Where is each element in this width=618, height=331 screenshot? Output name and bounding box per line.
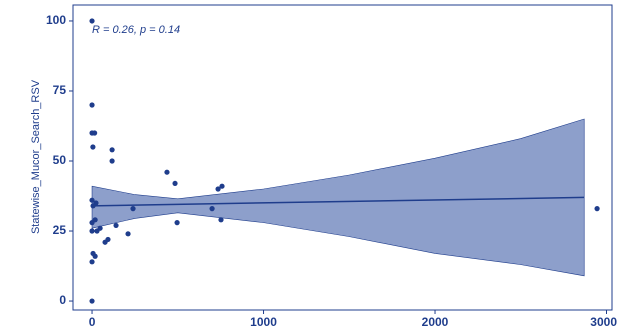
- point: [109, 158, 115, 164]
- y-tick-label: 0: [59, 293, 66, 307]
- y-tick-label: 50: [53, 153, 67, 167]
- point: [89, 102, 95, 108]
- point: [90, 144, 96, 150]
- point: [215, 186, 221, 192]
- point: [89, 220, 95, 226]
- y-tick-label: 75: [53, 83, 67, 97]
- point: [90, 203, 96, 209]
- point: [218, 217, 224, 223]
- point: [164, 169, 170, 175]
- point: [594, 206, 600, 212]
- x-tick-label: 1000: [250, 315, 277, 329]
- point: [109, 147, 115, 153]
- y-tick-label: 100: [46, 13, 66, 27]
- point: [130, 206, 136, 212]
- point: [219, 183, 225, 189]
- point: [113, 222, 119, 229]
- point: [89, 228, 95, 234]
- point: [125, 231, 131, 237]
- y-axis-label: Statewise_Mucor_Search_RSV: [30, 79, 42, 234]
- x-tick-label: 0: [89, 315, 96, 329]
- point: [89, 259, 95, 265]
- point: [97, 225, 103, 231]
- point: [92, 130, 98, 136]
- point: [89, 18, 95, 24]
- point: [102, 239, 108, 245]
- y-tick-label: 25: [53, 223, 67, 237]
- point: [209, 206, 215, 212]
- fit-line: [92, 196, 585, 207]
- point: [89, 298, 95, 304]
- point: [89, 197, 95, 203]
- x-tick-label: 2000: [422, 315, 449, 329]
- confidence-band: [91, 118, 585, 277]
- point: [92, 253, 98, 259]
- point: [172, 180, 178, 187]
- point: [174, 220, 180, 226]
- x-tick-label: 3000: [590, 315, 617, 329]
- annotation: R = 0.26, p = 0.14: [92, 24, 180, 36]
